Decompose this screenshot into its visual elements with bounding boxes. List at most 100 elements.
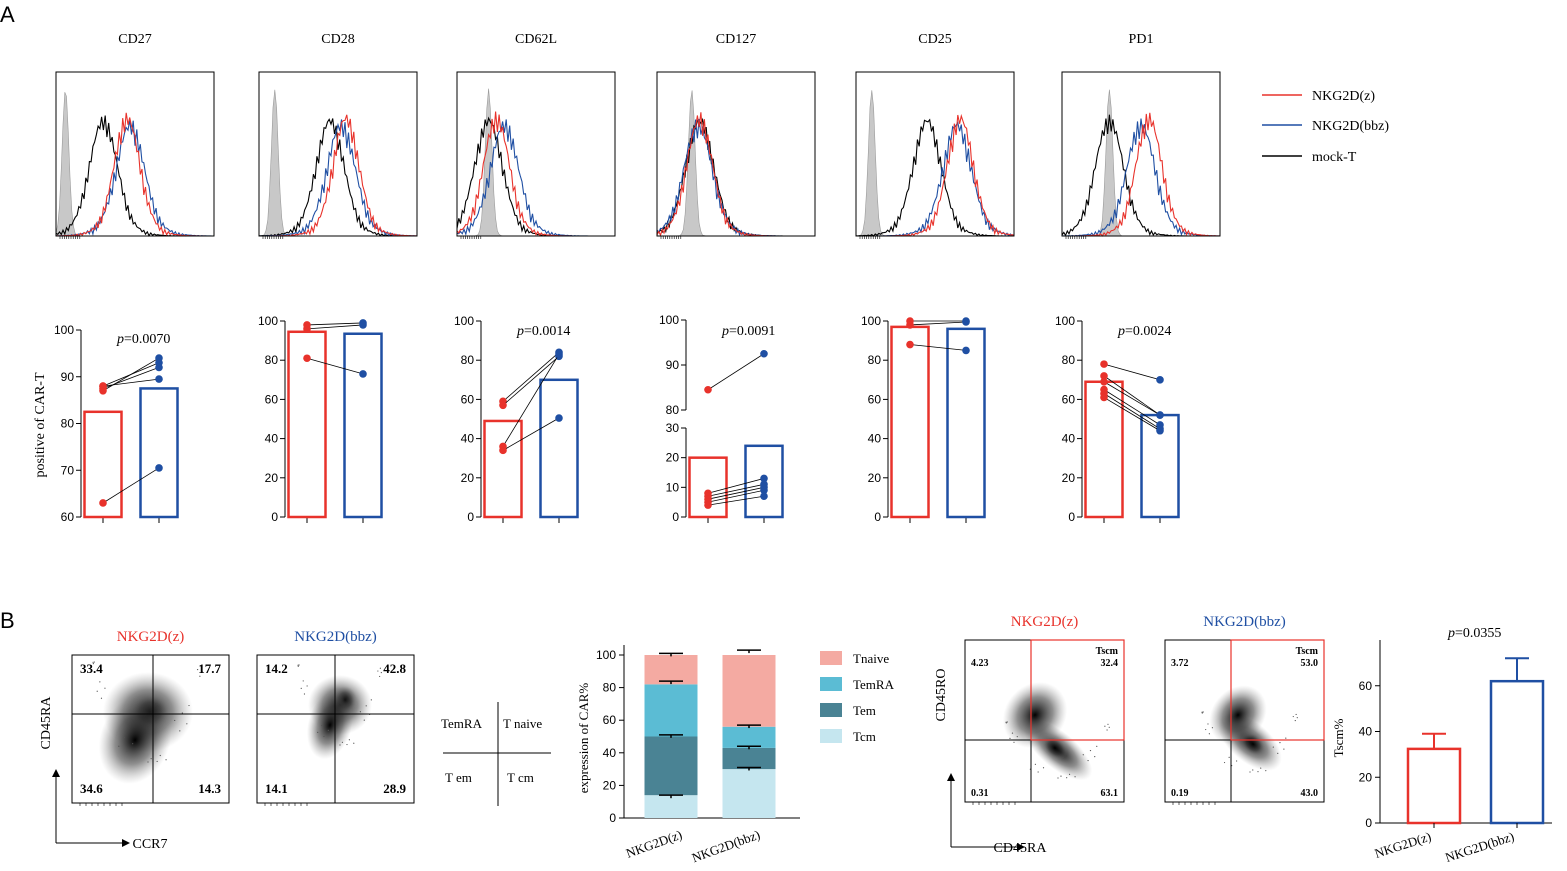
point-z [1100, 377, 1108, 386]
density-dot [339, 744, 341, 746]
bar-z [83, 410, 123, 519]
density-dot [1009, 737, 1011, 739]
density-dot [1292, 715, 1294, 718]
z-curve [259, 114, 418, 237]
density-cd45ro-bbz: NKG2D(bbz) 3.72 53.0 0.19 43.0 Tscm [1164, 614, 1325, 805]
histogram-frame [258, 71, 418, 237]
density-dot [1108, 726, 1110, 728]
density-ccr7-z: NKG2D(z) 33.4 17.7 34.6 14.3 CD45RA CCR7 [39, 629, 230, 852]
quadrant-value: 53.0 [1301, 658, 1319, 669]
isotype-curve [457, 88, 615, 237]
point-z [1100, 372, 1108, 380]
stack-tem [644, 736, 698, 796]
density-dot [96, 690, 98, 692]
pair-line [909, 344, 967, 351]
density-dot [1082, 754, 1084, 756]
pair-line [1103, 375, 1161, 416]
y-tick-label: 0 [672, 510, 679, 524]
density-frame [71, 654, 230, 804]
density-dot [379, 667, 381, 669]
density-dot [1223, 761, 1226, 764]
point-bbz [155, 375, 163, 383]
bar-chart-1: 60 70 80 90 100 p=0.0070 positive of CAR-T [33, 323, 179, 524]
pair-line [1103, 397, 1161, 432]
p-label: p [516, 324, 524, 339]
histogram-cd28: CD28 [258, 32, 418, 239]
density-dot [297, 665, 299, 667]
quadrant-value: 33.4 [80, 661, 103, 676]
density-dot [323, 735, 325, 738]
pair-line [707, 486, 765, 500]
quadrant-value: 0.19 [1171, 788, 1189, 799]
density-xlabel: CD45RA [994, 841, 1048, 856]
histogram-title: CD62L [515, 32, 557, 47]
pair-line [102, 378, 160, 387]
quadrant-value: 17.7 [198, 661, 221, 676]
y-tick-label: 20 [1359, 770, 1373, 784]
p-value-text: =0.0091 [729, 324, 775, 339]
y-tick-label: 80 [666, 403, 680, 417]
density-dot [1006, 721, 1008, 723]
y-tick-label: 80 [868, 353, 882, 367]
pair-line [502, 352, 560, 402]
density-title: NKG2D(bbz) [294, 629, 376, 645]
y-tick-label: 40 [1359, 725, 1373, 739]
density-dot [1089, 749, 1092, 752]
density-dot [370, 699, 372, 701]
density-dot [1107, 723, 1109, 725]
point-bbz [962, 318, 970, 326]
density-dot [118, 745, 120, 747]
density-dot [1272, 746, 1274, 748]
density-dot [181, 712, 183, 714]
density-dot [150, 758, 152, 760]
y-tick-label: 60 [868, 392, 882, 406]
density-dot [1013, 741, 1015, 743]
z-curve [1062, 112, 1220, 237]
point-bbz [760, 349, 768, 358]
density-dot [348, 739, 350, 741]
stacked-bar-chart: 0 20 40 60 80 100 expression of CAR% NKG2D(z) NK… [576, 645, 895, 865]
isotype-curve [657, 90, 815, 237]
y-tick-label: 20 [868, 471, 882, 485]
pair-line [306, 357, 364, 375]
bar-chart-3: 0 20 40 60 80 100 p=0.0014 [454, 314, 579, 524]
z-curve [856, 113, 1015, 237]
density-dot [147, 761, 149, 763]
y-tick-label: 20 [666, 451, 680, 465]
density-dot [1016, 736, 1018, 738]
stack-tnaive [644, 655, 698, 685]
density-dot [302, 680, 304, 682]
y-tick-label: 100 [659, 313, 679, 327]
point-z [499, 446, 507, 455]
y-tick-label: 100 [454, 314, 474, 328]
y-tick-label: 40 [868, 432, 882, 446]
density-dot [353, 742, 355, 744]
pair-line [1103, 389, 1161, 426]
pair-line [502, 354, 560, 447]
pair-line [1103, 363, 1161, 381]
histogram-cd25: CD25 [855, 32, 1015, 239]
point-z [303, 325, 311, 333]
density-dot [132, 743, 134, 745]
y-tick-label: 10 [666, 480, 680, 494]
density-dot [1252, 769, 1254, 771]
density-dot [300, 687, 302, 689]
quadrant-value: 14.1 [265, 781, 288, 796]
histogram-cd127: CD127 [656, 32, 816, 239]
quadrant-value: 3.72 [1171, 658, 1189, 669]
quadrant-value: 28.9 [383, 781, 406, 796]
histogram-title: CD25 [918, 32, 951, 47]
pair-line [306, 324, 364, 330]
p-value: p=0.0024 [1117, 324, 1171, 339]
bar-z [890, 325, 930, 519]
density-dot [1283, 748, 1285, 750]
density-dot [303, 693, 306, 695]
p-label: p [1117, 324, 1125, 339]
bar-chart-4: 0 10 20 30 80 90 100 p=0.0091 [659, 313, 784, 524]
density-ylabel: CD45RO [934, 669, 949, 722]
panel-label-a: A [0, 2, 15, 27]
density-dot [317, 731, 319, 734]
density-dot [93, 661, 95, 663]
density-blob [306, 690, 354, 760]
